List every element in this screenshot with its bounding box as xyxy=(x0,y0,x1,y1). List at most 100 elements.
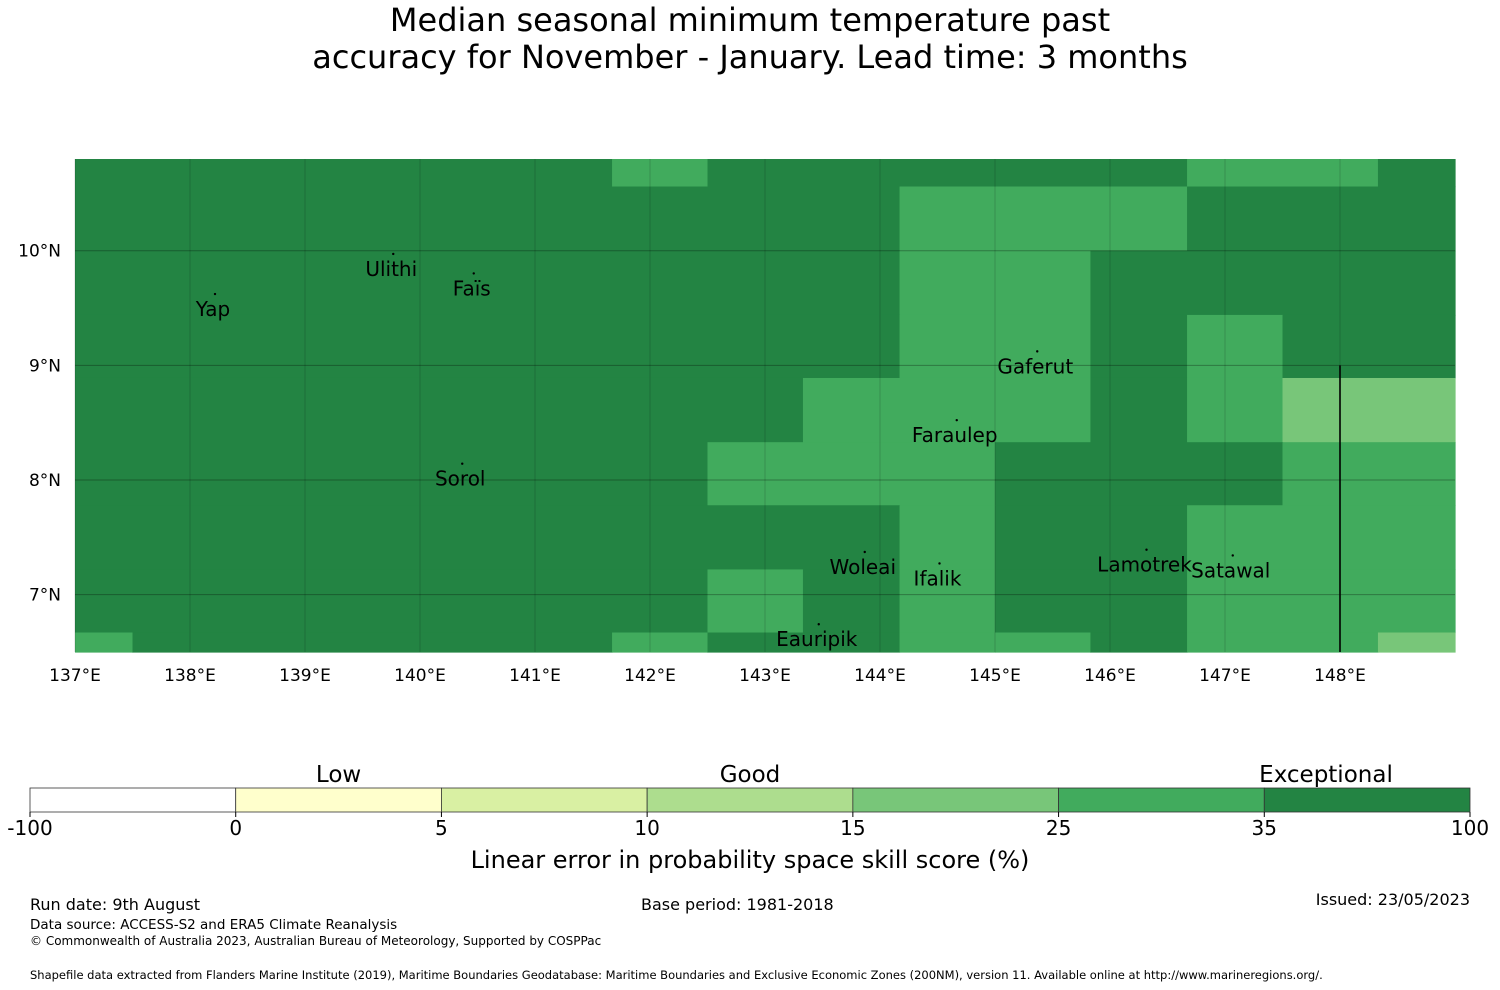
skill-cell xyxy=(1282,314,1456,379)
skill-cell xyxy=(1282,442,1456,506)
skill-cell xyxy=(707,569,804,634)
place-label: Lamotrek xyxy=(1097,553,1192,577)
colorbar-axis-label: Linear error in probability space skill … xyxy=(471,846,1030,874)
place-label: Faïs xyxy=(453,276,491,300)
skill-category-label: Low xyxy=(316,762,361,788)
longitude-tick-label: 146°E xyxy=(1084,666,1136,686)
skill-cell xyxy=(75,442,709,506)
skill-cell xyxy=(132,632,613,653)
place-label: Eauripik xyxy=(776,627,858,651)
longitude-tick-label: 137°E xyxy=(49,666,101,686)
island-marker xyxy=(863,550,866,554)
longitude-tick-label: 141°E xyxy=(509,666,561,686)
latitude-tick-label: 8°N xyxy=(29,471,61,491)
skill-grid xyxy=(75,159,1456,653)
skill-cell xyxy=(75,159,613,188)
colorbar-tick-label: 100 xyxy=(1451,816,1489,840)
skill-cell xyxy=(1090,314,1188,379)
map-title-line-2: accuracy for November - January. Lead ti… xyxy=(312,38,1188,76)
skill-cell xyxy=(1187,159,1379,188)
skill-cell xyxy=(707,632,901,653)
run-date: Run date: 9th August xyxy=(30,895,200,914)
longitude-tick-label: 145°E xyxy=(969,666,1021,686)
skill-cell xyxy=(1090,632,1188,653)
colorbar-bin xyxy=(852,787,1059,813)
colorbar-bin xyxy=(1263,787,1471,813)
skill-category-label: Exceptional xyxy=(1259,762,1393,788)
skill-cell xyxy=(1377,159,1456,188)
skill-cell xyxy=(75,250,901,316)
skill-cell xyxy=(75,314,901,379)
colorbar-bin xyxy=(646,787,854,813)
skill-cell xyxy=(707,442,996,506)
skill-cell xyxy=(1187,186,1456,252)
colorbar-tick-label: 5 xyxy=(435,816,448,840)
island-marker xyxy=(817,623,820,626)
skill-cell xyxy=(899,314,1092,379)
place-label: Woleai xyxy=(829,555,896,579)
skill-cell xyxy=(1282,377,1456,443)
longitude-tick-label: 138°E xyxy=(164,666,216,686)
longitude-tick-label: 139°E xyxy=(279,666,331,686)
copyright-notice: © Commonwealth of Australia 2023, Austra… xyxy=(30,934,602,948)
data-source: Data source: ACCESS-S2 and ERA5 Climate … xyxy=(30,917,398,933)
colorbar-bin xyxy=(29,787,237,813)
colorbar-tick-label: 15 xyxy=(840,816,865,840)
longitude-tick-label: 147°E xyxy=(1199,666,1251,686)
skill-cell xyxy=(995,632,1092,653)
longitude-tick-label: 140°E xyxy=(394,666,446,686)
skill-cell xyxy=(1377,632,1456,653)
skill-cell xyxy=(899,505,996,571)
colorbar-legend: -100 0 5 10 15 25 35 100 Low Good Exceptional Linea… xyxy=(7,762,1489,874)
skill-cell xyxy=(612,632,709,653)
island-marker xyxy=(392,252,395,256)
axis-ticks: 10°N 9°N 8°N 7°N 137°E 138°E 139°E 140°E 141°E 14… xyxy=(18,242,1366,686)
place-labels: Ulithi Faïs Yap Gaferut Faraulep Sorol Woleai I… xyxy=(195,252,1270,651)
latitude-tick-label: 9°N xyxy=(29,356,61,376)
skill-cell xyxy=(75,377,804,443)
island-marker xyxy=(955,418,958,422)
skill-cell xyxy=(899,632,996,653)
skill-cell xyxy=(1187,505,1456,571)
place-label: Sorol xyxy=(435,467,486,491)
colorbar-tick-label: 10 xyxy=(634,816,659,840)
place-label: Ulithi xyxy=(365,257,417,281)
longitude-tick-label: 148°E xyxy=(1314,666,1366,686)
place-label: Faraulep xyxy=(912,423,998,447)
island-marker xyxy=(1036,350,1039,353)
skill-cell xyxy=(75,569,709,634)
longitude-tick-label: 144°E xyxy=(854,666,906,686)
skill-cell xyxy=(1187,569,1456,634)
skill-cell xyxy=(75,505,901,571)
skill-cell xyxy=(1187,632,1379,653)
skill-cell xyxy=(995,569,1188,634)
place-label: Satawal xyxy=(1191,558,1270,582)
latitude-tick-label: 10°N xyxy=(18,242,61,262)
longitude-tick-label: 143°E xyxy=(739,666,791,686)
skill-cell xyxy=(899,186,1188,252)
island-marker xyxy=(472,272,475,275)
issued-date: Issued: 23/05/2023 xyxy=(1315,890,1470,909)
skill-cell xyxy=(1187,314,1284,379)
skill-category-label: Good xyxy=(720,762,781,788)
island-marker xyxy=(461,462,464,465)
skill-cell xyxy=(802,377,1092,443)
skill-cell xyxy=(995,505,1188,571)
skill-cell xyxy=(75,632,134,653)
skill-cell xyxy=(899,569,996,634)
colorbar-tick-label: 0 xyxy=(229,816,242,840)
place-label: Gaferut xyxy=(997,354,1073,378)
skill-cell xyxy=(1187,377,1284,443)
colorbar-tick-label: 35 xyxy=(1252,816,1277,840)
skill-cell xyxy=(899,250,1092,316)
colorbar-tick-label: 25 xyxy=(1046,816,1071,840)
skill-cell xyxy=(802,569,901,634)
colorbar-bin xyxy=(441,787,648,813)
island-marker xyxy=(1145,548,1148,551)
base-period: Base period: 1981-2018 xyxy=(641,895,834,914)
island-marker xyxy=(213,292,217,296)
skill-cell xyxy=(75,186,901,252)
place-label: Yap xyxy=(195,297,230,321)
graticule xyxy=(74,159,1455,652)
colorbar-bin xyxy=(1058,787,1265,813)
